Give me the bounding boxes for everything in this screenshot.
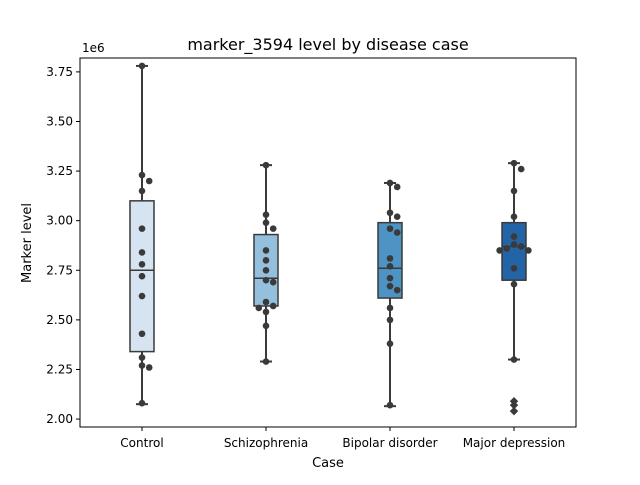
data-point — [138, 171, 146, 179]
data-point — [262, 247, 270, 254]
data-point — [138, 261, 146, 268]
x-tick-label: Major depression — [463, 436, 566, 450]
data-point — [517, 165, 525, 173]
box-group-bipolar-disorder — [377, 179, 403, 409]
data-point — [496, 247, 503, 254]
data-point — [262, 358, 270, 365]
data-point — [393, 183, 401, 191]
data-point — [262, 219, 270, 226]
data-point — [510, 213, 518, 221]
data-point — [262, 161, 270, 169]
data-point — [262, 276, 270, 284]
box-group-schizophrenia — [253, 161, 279, 365]
data-point — [269, 225, 277, 232]
box-group-major-depression — [496, 159, 532, 416]
data-point — [138, 272, 146, 280]
box-group-control — [129, 62, 155, 407]
data-point — [138, 330, 146, 338]
y-tick-label: 3.50 — [46, 114, 73, 128]
data-point — [138, 62, 146, 70]
y-tick-label: 3.25 — [46, 164, 73, 178]
data-point — [393, 229, 401, 236]
data-point — [393, 213, 401, 221]
data-point — [386, 263, 394, 270]
y-tick-label: 3.00 — [46, 214, 73, 228]
data-point — [510, 280, 518, 288]
data-point — [386, 340, 394, 347]
data-point — [262, 211, 270, 219]
data-point — [262, 322, 270, 330]
data-point — [393, 286, 401, 294]
x-tick-label: Schizophrenia — [224, 436, 308, 450]
plot-layer — [129, 62, 532, 416]
y-tick-label: 2.00 — [46, 412, 73, 426]
data-point — [386, 209, 394, 217]
data-point — [386, 282, 394, 290]
data-point — [269, 302, 277, 310]
data-point — [386, 274, 394, 282]
data-point — [510, 233, 518, 240]
data-point — [138, 354, 146, 361]
chart-title: marker_3594 level by disease case — [187, 35, 468, 55]
y-axis-label: Marker level — [20, 203, 35, 283]
data-point — [517, 243, 525, 250]
x-tick-label: Control — [120, 436, 163, 450]
y-axis-scale-label: 1e6 — [82, 41, 105, 55]
data-point — [262, 298, 270, 306]
plot-frame — [79, 57, 577, 428]
data-point — [145, 364, 153, 371]
data-point — [138, 249, 146, 256]
data-point — [510, 159, 518, 167]
data-point — [510, 241, 518, 248]
y-tick-label: 2.75 — [46, 263, 73, 277]
data-point — [386, 255, 394, 262]
data-point — [138, 187, 146, 195]
axis-layer: 2.00 2.25 2.50 2.75 3.00 3.25 3.50 3.75 Control S… — [46, 65, 565, 450]
x-axis-label: Case — [312, 456, 344, 471]
data-point — [269, 278, 277, 286]
data-point — [386, 304, 394, 312]
data-point — [138, 225, 146, 232]
data-point — [262, 308, 270, 316]
data-point — [262, 266, 270, 274]
data-point — [386, 225, 394, 232]
data-point — [510, 187, 518, 195]
data-point — [386, 179, 394, 187]
y-tick-label: 2.50 — [46, 313, 73, 327]
data-point — [503, 245, 511, 252]
data-point — [510, 264, 518, 272]
data-point — [138, 292, 146, 300]
data-point — [386, 401, 394, 409]
data-point — [510, 356, 518, 363]
data-point — [138, 399, 146, 407]
y-tick-label: 2.25 — [46, 362, 73, 376]
data-point — [145, 177, 153, 185]
outlier-point — [509, 406, 519, 416]
data-point — [525, 247, 532, 254]
data-point — [262, 257, 270, 264]
data-point — [138, 362, 146, 369]
data-point — [386, 316, 394, 324]
data-point — [255, 304, 263, 312]
x-tick-label: Bipolar disorder — [342, 436, 437, 450]
y-tick-label: 3.75 — [46, 65, 73, 79]
